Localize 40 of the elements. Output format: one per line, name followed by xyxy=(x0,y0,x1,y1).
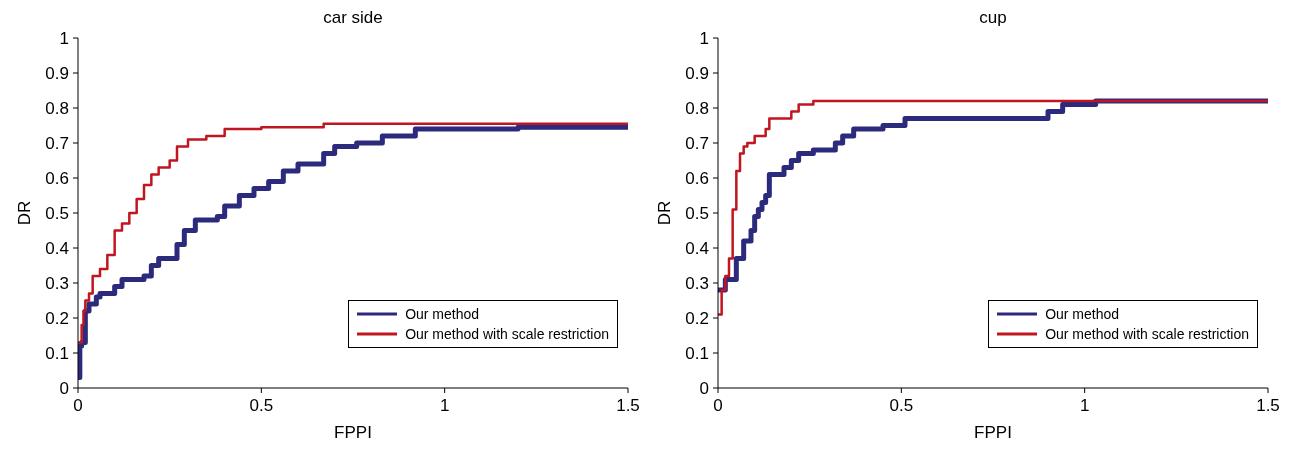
y-tick-label: 0.6 xyxy=(45,169,69,189)
y-tick-label: 0 xyxy=(59,379,69,399)
y-tick-label: 0 xyxy=(699,379,709,399)
y-tick-label: 0.7 xyxy=(45,134,69,154)
x-tick-label: 0.5 xyxy=(249,396,274,416)
y-tick-label: 0.4 xyxy=(45,239,69,259)
x-axis-title: FPPI xyxy=(334,423,372,442)
y-tick-label: 0.1 xyxy=(45,344,69,364)
y-tick-label: 1 xyxy=(699,29,709,49)
y-tick-label: 0.3 xyxy=(685,274,709,294)
y-tick-label: 0.6 xyxy=(685,169,709,189)
y-tick-label: 0.9 xyxy=(45,64,69,84)
x-tick-label: 1 xyxy=(1079,396,1090,416)
y-tick-label: 1 xyxy=(59,29,69,49)
x-axis-title: FPPI xyxy=(974,423,1012,442)
x-tick-label: 1.5 xyxy=(1256,396,1280,416)
y-axis-title: DR xyxy=(655,200,675,226)
y-tick-label: 0.5 xyxy=(685,204,709,224)
chart-title: cup xyxy=(978,8,1008,28)
y-tick-label: 0.2 xyxy=(685,309,709,329)
y-tick-label: 0.8 xyxy=(685,99,709,119)
y-tick-label: 0.2 xyxy=(45,309,69,329)
y-tick-label: 0.4 xyxy=(685,239,709,259)
y-tick-label: 0.9 xyxy=(685,64,709,84)
x-tick-label: 1 xyxy=(439,396,450,416)
x-tick-label: 0 xyxy=(713,396,723,416)
y-tick-label: 0.3 xyxy=(45,274,69,294)
legend-label: Our method with scale restriction xyxy=(1045,325,1249,344)
chart-title: car side xyxy=(322,8,384,28)
legend-label: Our method with scale restriction xyxy=(405,325,609,344)
x-tick-label: 1.5 xyxy=(616,396,640,416)
legend-label: Our method xyxy=(405,305,480,324)
y-tick-label: 0.5 xyxy=(45,204,69,224)
y-axis-title: DR xyxy=(15,200,35,226)
x-tick-label: 0.5 xyxy=(889,396,914,416)
x-tick-label: 0 xyxy=(73,396,83,416)
legend-label: Our method xyxy=(1045,305,1120,324)
y-tick-label: 0.1 xyxy=(685,344,709,364)
y-tick-label: 0.8 xyxy=(45,99,69,119)
y-tick-label: 0.7 xyxy=(685,134,709,154)
